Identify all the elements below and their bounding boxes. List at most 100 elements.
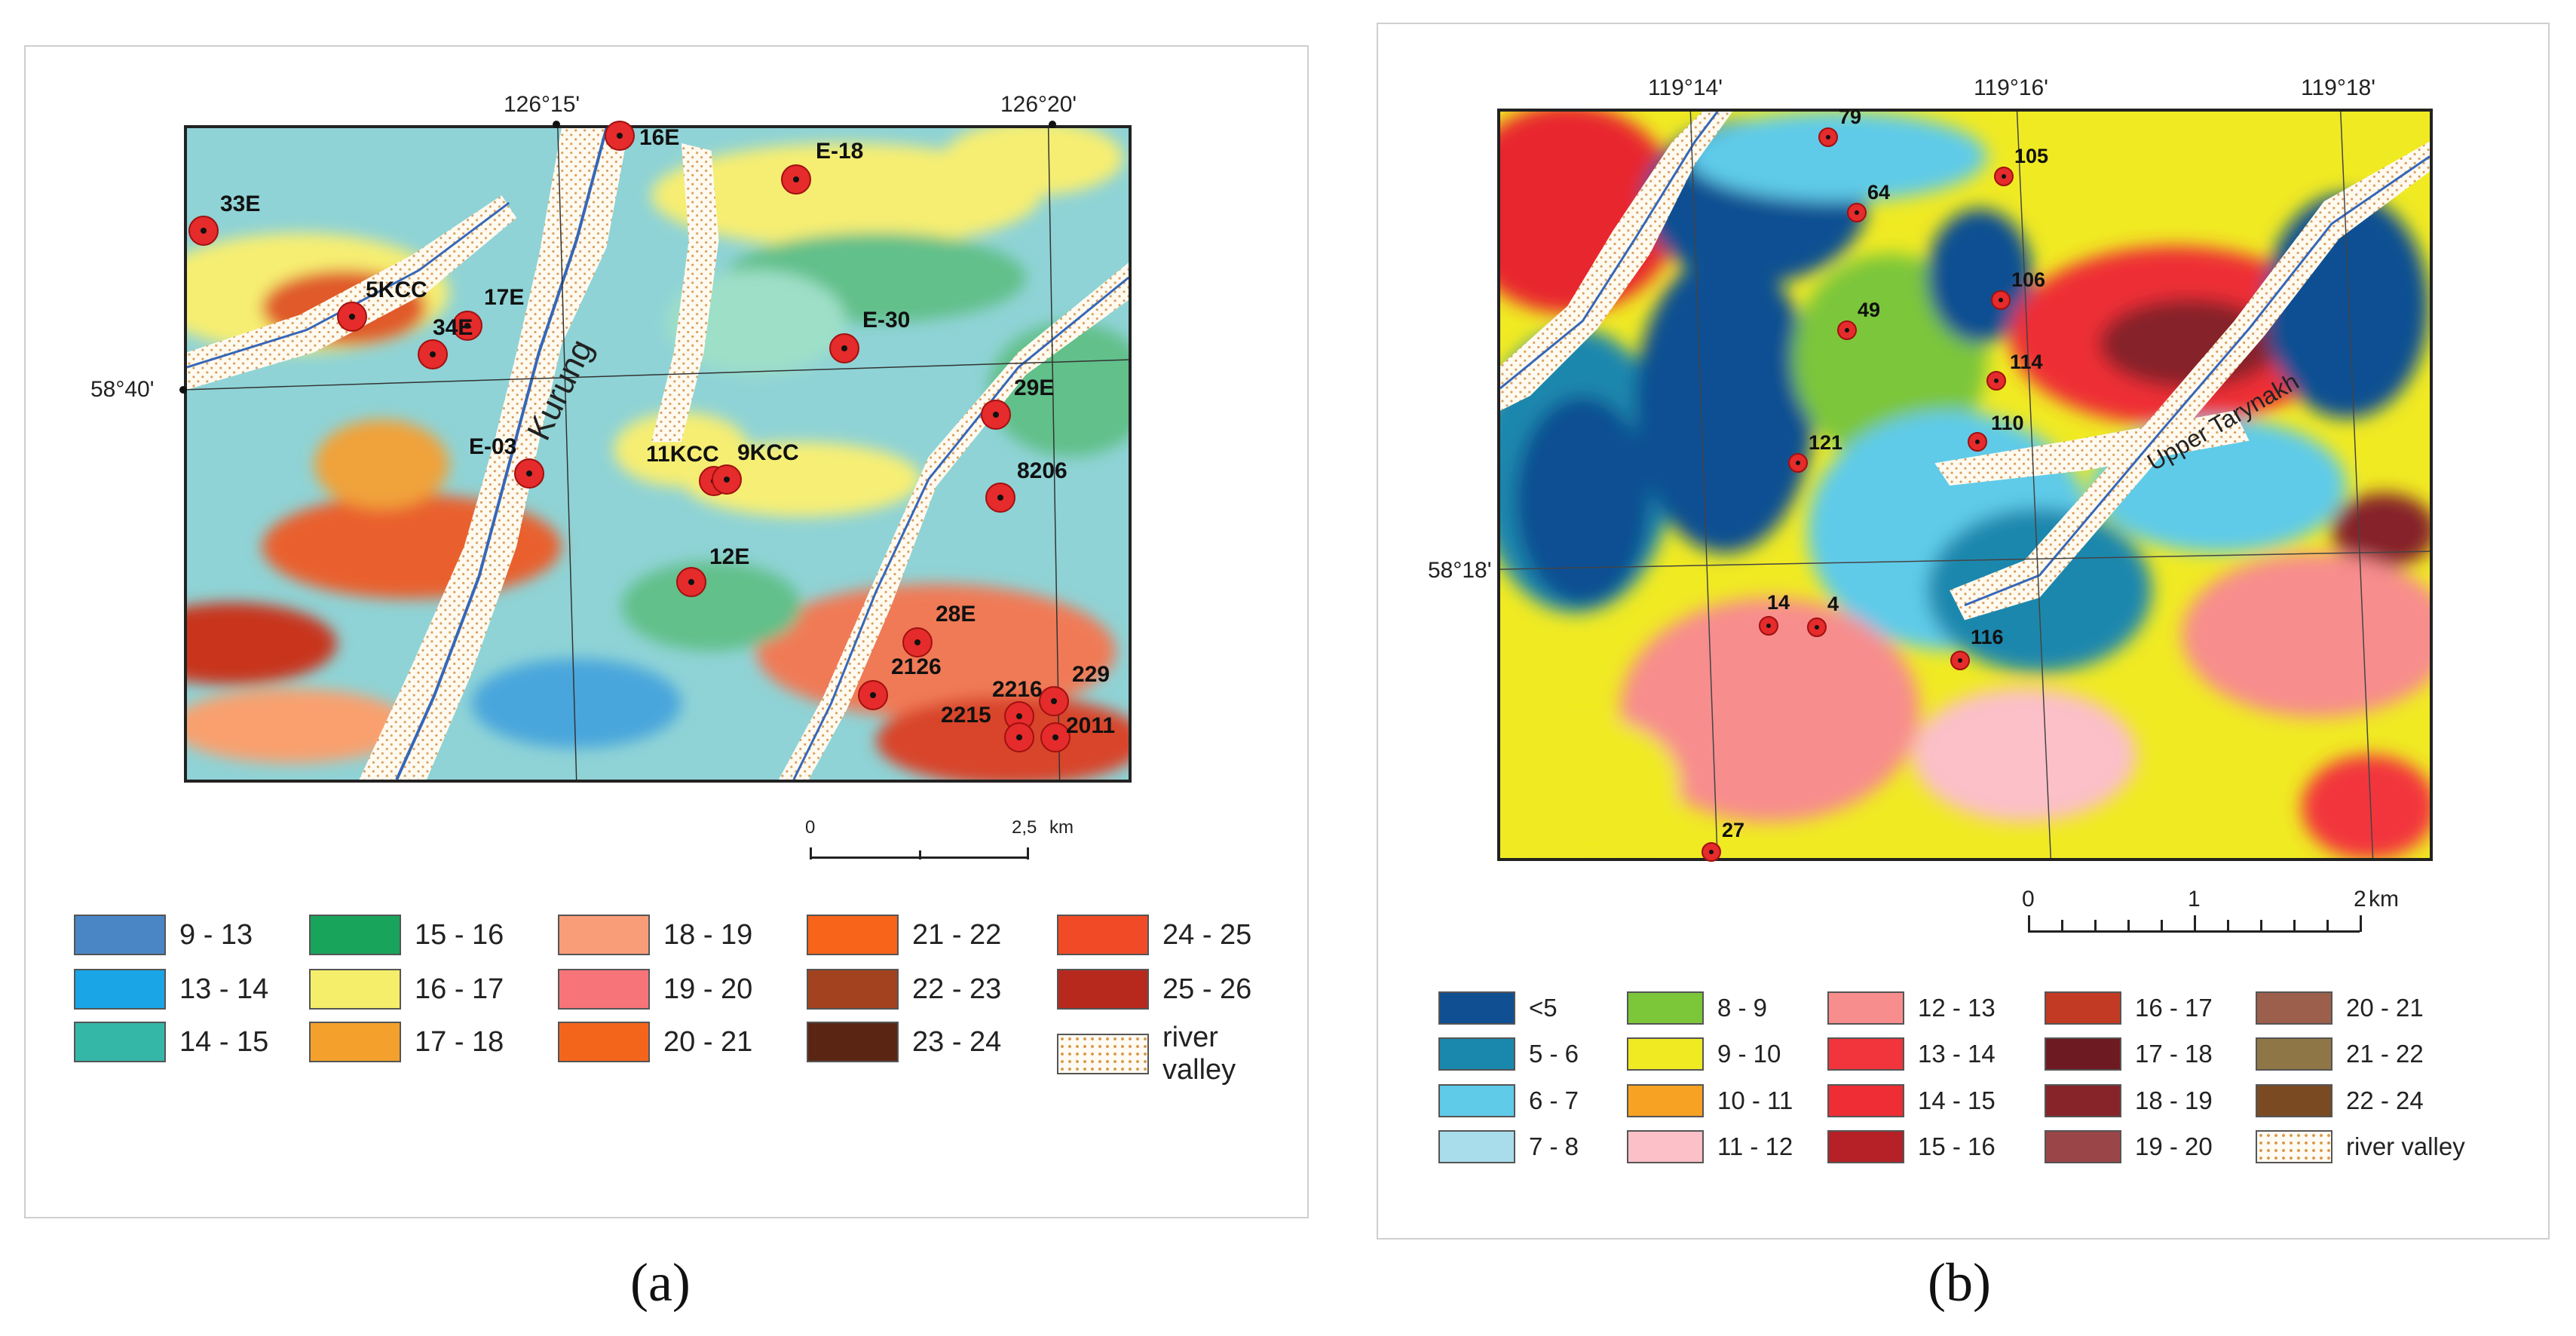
panel-a-point-label: 34E xyxy=(433,315,473,340)
panel-b-legend-item: 14 - 15 xyxy=(1827,1084,1996,1117)
panel-b-legend-swatch xyxy=(1438,1130,1515,1163)
panel-a-point-marker xyxy=(514,458,544,489)
panel-a-legend-label: 16 - 17 xyxy=(415,973,504,1005)
panel-b-point-center xyxy=(1994,378,1999,383)
panel-a-point-marker xyxy=(605,121,635,151)
panel-b-meridian-3 xyxy=(2340,112,2374,858)
panel-b-legend-item: 22 - 24 xyxy=(2256,1084,2424,1117)
panel-a-point-center xyxy=(841,345,847,351)
panel-b-caption: (b) xyxy=(1928,1252,1991,1313)
panel-b-legend-label: 18 - 19 xyxy=(2135,1086,2213,1114)
panel-b-scale-tick xyxy=(2161,920,2163,932)
panel-b-point-label: 110 xyxy=(1991,412,2024,434)
panel-a-legend-swatch xyxy=(558,1022,650,1062)
panel-b-legend-swatch xyxy=(1627,991,1704,1025)
panel-a-point-center xyxy=(997,495,1003,501)
panel-a-point-marker xyxy=(829,333,859,363)
panel-b-legend-label: 11 - 12 xyxy=(1717,1132,1793,1160)
panel-a-scale-unit: km xyxy=(1049,817,1074,838)
panel-b-legend-item: 15 - 16 xyxy=(1827,1130,1996,1163)
panel-b-point-marker xyxy=(1847,203,1867,222)
panel-a-point-label: E-03 xyxy=(469,434,517,459)
panel-b-legend-swatch xyxy=(2045,991,2121,1025)
panel-a-point-center xyxy=(1016,734,1022,740)
panel-a-legend-swatch xyxy=(807,1022,899,1062)
panel-a-longitude-2-tick xyxy=(1049,121,1056,128)
panel-a-point-label: 2011 xyxy=(1066,713,1116,738)
panel-a-river-valley xyxy=(359,128,629,780)
panel-b-legend-item: river valley xyxy=(2256,1130,2465,1163)
panel-a-legend-swatch xyxy=(558,969,650,1010)
panel-a-legend-label: 9 - 13 xyxy=(179,918,253,951)
panel-b-point-marker xyxy=(1991,290,2011,310)
panel-a-meridian-2 xyxy=(1047,128,1061,780)
panel-b-legend-label: <5 xyxy=(1529,993,1558,1022)
panel-b-legend-item: 13 - 14 xyxy=(1827,1037,1996,1071)
panel-b-legend-swatch xyxy=(2256,1084,2332,1117)
panel-b-point-center xyxy=(1855,210,1859,215)
panel-b-legend-swatch xyxy=(2045,1037,2121,1071)
panel-b-legend-label: 19 - 20 xyxy=(2135,1132,2213,1160)
panel-a-legend-swatch xyxy=(309,1022,401,1062)
panel-b-legend-swatch xyxy=(2256,1130,2332,1163)
panel-a-color-zones xyxy=(187,128,1129,780)
panel-b-legend-swatch xyxy=(1827,1130,1904,1163)
panel-b-point-center xyxy=(1709,850,1714,854)
panel-a-caption: (a) xyxy=(630,1252,691,1313)
panel-a-legend-label: 22 - 23 xyxy=(912,973,1002,1005)
panel-b-point-label: 14 xyxy=(1767,591,1790,614)
panel-a-point-center xyxy=(870,692,876,698)
panel-a-point-label: 29E xyxy=(1014,375,1055,400)
panel-b-legend-item: 9 - 10 xyxy=(1627,1037,1781,1071)
panel-b-meridian-2 xyxy=(2016,112,2052,858)
panel-a-legend-item: 22 - 23 xyxy=(807,969,1001,1010)
panel-b-legend-label: 20 - 21 xyxy=(2346,993,2424,1022)
panel-a-longitude-1: 126°15' xyxy=(504,92,580,117)
panel-b-point-marker xyxy=(1994,167,2014,186)
panel-b-point-label: 116 xyxy=(1971,626,2004,648)
panel-b-point-center xyxy=(2002,174,2006,179)
panel-b-scale-tick xyxy=(2227,920,2229,932)
panel-a-point-label: 28E xyxy=(936,602,976,627)
panel-a-legend-swatch xyxy=(74,915,166,955)
panel-a-point-marker xyxy=(337,302,367,332)
panel-a-legend-swatch xyxy=(74,969,166,1010)
panel-b-color-zones xyxy=(1500,112,2430,858)
panel-b-point-label: 49 xyxy=(1858,299,1881,321)
panel-b-legend-label: 7 - 8 xyxy=(1529,1132,1579,1160)
panel-a-legend-item: river valley xyxy=(1057,1022,1236,1086)
panel-a-point-marker xyxy=(781,164,811,195)
panel-b-scale-tick xyxy=(2293,920,2296,932)
panel-b-legend-label: 8 - 9 xyxy=(1717,993,1768,1022)
panel-a-point-label: 2126 xyxy=(891,654,942,679)
panel-b-point-label: 121 xyxy=(1809,431,1843,454)
panel-a-point-center xyxy=(464,323,470,329)
panel-a-point-label: 12E xyxy=(709,544,750,569)
panel-b-legend-swatch xyxy=(1627,1084,1704,1117)
panel-b-point-label: 79 xyxy=(1839,106,1862,128)
panel-b-point-center xyxy=(1958,658,1962,663)
panel-b-point-marker xyxy=(1986,371,2006,391)
panel-a-legend-item: 24 - 25 xyxy=(1057,915,1251,955)
panel-b-point-label: 4 xyxy=(1827,593,1839,615)
panel-b-legend-label: 15 - 16 xyxy=(1918,1132,1996,1160)
panel-a-legend-swatch xyxy=(807,915,899,955)
panel-b-legend-swatch xyxy=(1627,1130,1704,1163)
panel-a-legend-label: 20 - 21 xyxy=(663,1025,753,1058)
panel-a-legend-swatch xyxy=(1057,969,1149,1010)
panel-b-longitude-3: 119°18' xyxy=(2301,75,2375,100)
panel-a-legend-label: river valley xyxy=(1162,1022,1236,1086)
panel-b-river-line-east xyxy=(1964,155,2430,607)
panel-a-legend-label: 15 - 16 xyxy=(415,918,504,951)
panel-a-longitude-1-tick xyxy=(553,121,560,128)
panel-a-legend-item: 23 - 24 xyxy=(807,1022,1001,1062)
panel-b-legend-label: 12 - 13 xyxy=(1918,993,1996,1022)
panel-b-legend-swatch xyxy=(1827,1084,1904,1117)
panel-a-point-marker xyxy=(981,400,1011,430)
panel-a-point-center xyxy=(688,579,694,585)
panel-a-legend-swatch xyxy=(309,969,401,1010)
panel-b-point-center xyxy=(1815,625,1819,630)
panel-a-river-valley-southeast xyxy=(778,262,1129,780)
panel-a-legend-swatch xyxy=(558,915,650,955)
panel-b-scale-tick xyxy=(2127,920,2130,932)
